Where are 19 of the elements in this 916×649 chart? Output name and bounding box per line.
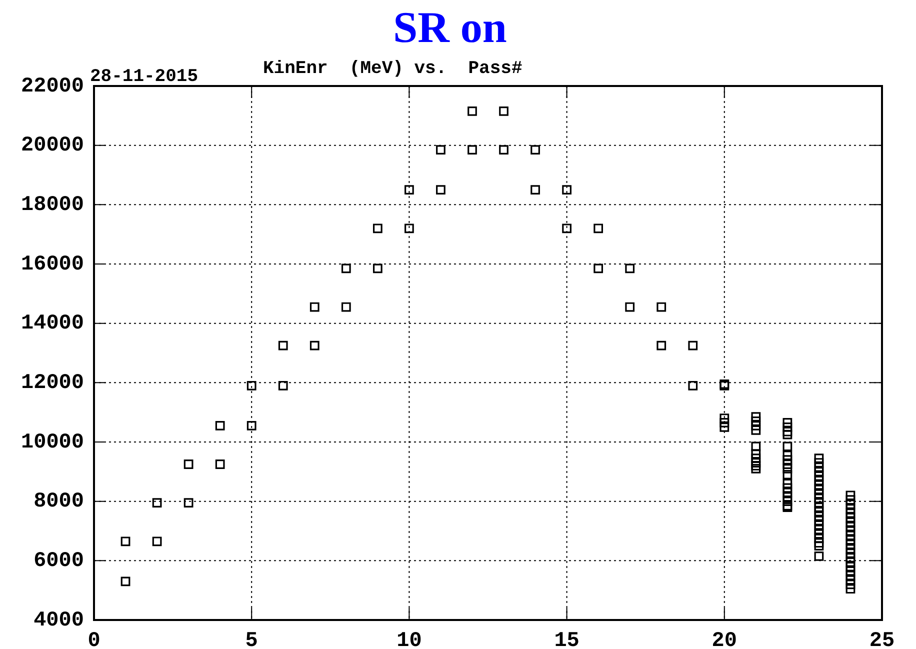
y-tick-label: 12000 <box>20 372 84 395</box>
x-tick-label: 5 <box>245 630 258 649</box>
x-tick-label: 10 <box>396 630 422 649</box>
y-tick-label: 22000 <box>20 75 84 98</box>
x-tick-label: 25 <box>869 630 895 649</box>
x-tick-label: 0 <box>88 630 100 649</box>
y-tick-label: 20000 <box>20 134 84 158</box>
y-tick-label: 8000 <box>34 490 84 514</box>
y-tick-label: 18000 <box>20 194 84 217</box>
y-tick-label: 6000 <box>34 550 84 573</box>
x-tick-label: 20 <box>712 630 738 649</box>
annotation: 28-11-2015 <box>90 67 198 87</box>
chart-subtitle: KinEnr (MeV) vs. Pass# <box>263 59 522 79</box>
y-tick-label: 4000 <box>34 609 84 632</box>
x-tick-label: 15 <box>554 630 580 649</box>
y-tick-label: 14000 <box>20 312 84 336</box>
y-tick-label: 10000 <box>20 431 84 454</box>
chart-title: SR on <box>393 3 507 52</box>
y-tick-label: 16000 <box>20 253 84 276</box>
